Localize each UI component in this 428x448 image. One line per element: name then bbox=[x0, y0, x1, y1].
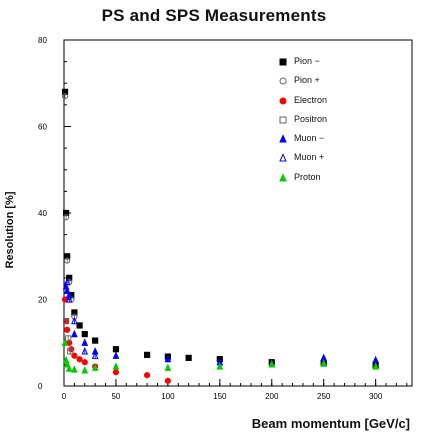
data-point-muon-5 bbox=[81, 347, 89, 355]
data-point-proton-6 bbox=[372, 362, 380, 370]
x-tick-label: 300 bbox=[369, 392, 383, 401]
data-point-pion-1 bbox=[64, 257, 71, 264]
y-tick-label: 20 bbox=[38, 296, 47, 305]
data-point-muon-5 bbox=[91, 351, 99, 359]
data-point-muon-4 bbox=[164, 354, 172, 363]
y-tick-label: 60 bbox=[38, 123, 47, 132]
data-point-proton-6 bbox=[112, 362, 120, 370]
data-point-pion-0 bbox=[112, 346, 120, 353]
legend-marker bbox=[279, 134, 287, 143]
legend-label: Electron bbox=[294, 94, 328, 105]
legend-marker bbox=[279, 77, 287, 85]
data-point-muon-4 bbox=[372, 355, 380, 364]
legend-item: Electron bbox=[268, 91, 327, 110]
data-point-pion-0 bbox=[92, 337, 99, 344]
data-point-positron-3 bbox=[65, 335, 72, 342]
legend-marker-shape bbox=[279, 153, 287, 162]
data-point-muon-5 bbox=[63, 277, 71, 286]
legend-label: Muon + bbox=[294, 152, 325, 163]
legend-marker-shape bbox=[279, 134, 287, 143]
legend-item: Muon + bbox=[268, 148, 327, 167]
data-point-proton-6 bbox=[81, 366, 89, 374]
data-point-muon-4 bbox=[81, 338, 89, 346]
data-point-proton-6 bbox=[164, 363, 172, 371]
data-point-muon-4 bbox=[63, 286, 71, 294]
data-point-muon-4 bbox=[112, 351, 120, 359]
data-point-proton-6 bbox=[65, 364, 73, 372]
x-axis-label: Beam momentum [GeV/c] bbox=[251, 416, 410, 431]
legend-marker bbox=[279, 153, 287, 162]
legend-label: Positron bbox=[294, 113, 328, 124]
y-tick-label: 0 bbox=[38, 382, 43, 391]
legend-label: Proton bbox=[294, 171, 321, 182]
data-point-proton-6 bbox=[63, 360, 71, 368]
legend-item: Pion + bbox=[268, 71, 327, 90]
data-point-proton-6 bbox=[268, 360, 276, 368]
chart-title: PS and SPS Measurements bbox=[101, 6, 327, 25]
data-point-electron-2 bbox=[76, 356, 83, 363]
data-point-proton-6 bbox=[61, 338, 69, 346]
y-axis-label: Resolution [%] bbox=[4, 191, 16, 269]
legend-item: Positron bbox=[268, 110, 327, 129]
data-point-pion-0 bbox=[185, 354, 192, 361]
plot-frame bbox=[63, 39, 413, 387]
data-point-positron-3 bbox=[62, 318, 70, 325]
data-point-muon-5 bbox=[71, 316, 78, 325]
data-point-proton-6 bbox=[320, 359, 328, 367]
data-point-pion-1 bbox=[61, 93, 69, 100]
x-tick-label: 50 bbox=[111, 392, 120, 401]
legend-label: Pion + bbox=[294, 75, 320, 86]
legend: Pion − Pion + Electron Positron Muon − Muon +… bbox=[268, 52, 327, 187]
legend-label: Pion − bbox=[294, 56, 320, 66]
legend-marker bbox=[279, 172, 287, 182]
data-point-proton-6 bbox=[91, 363, 99, 371]
legend-marker-shape bbox=[279, 97, 287, 105]
data-point-pion-1 bbox=[62, 214, 70, 221]
legend-marker bbox=[279, 58, 287, 66]
data-point-pion-0 bbox=[81, 331, 88, 338]
x-tick-label: 150 bbox=[213, 392, 227, 401]
legend-item: Proton bbox=[268, 168, 327, 187]
x-tick-label: 100 bbox=[161, 392, 175, 401]
x-tick-label: 0 bbox=[62, 392, 67, 401]
data-point-electron-2 bbox=[64, 326, 71, 333]
legend-item: Muon − bbox=[268, 129, 327, 148]
legend-marker bbox=[279, 97, 287, 105]
legend-label: Muon − bbox=[294, 133, 325, 144]
y-tick-label: 40 bbox=[38, 209, 47, 218]
data-point-electron-2 bbox=[112, 369, 120, 376]
data-point-proton-6 bbox=[216, 362, 224, 370]
legend-item: Pion − bbox=[268, 52, 327, 71]
data-point-pion-0 bbox=[76, 322, 83, 329]
legend-marker-shape bbox=[279, 77, 287, 85]
y-tick-label: 80 bbox=[38, 36, 47, 45]
x-tick-label: 200 bbox=[265, 392, 279, 401]
data-point-muon-4 bbox=[71, 329, 78, 338]
data-point-proton-6 bbox=[71, 365, 78, 373]
legend-marker-shape bbox=[279, 116, 287, 124]
x-tick-label: 250 bbox=[317, 392, 331, 401]
data-point-muon-5 bbox=[65, 295, 73, 303]
legend-marker bbox=[279, 116, 287, 124]
legend-marker-shape bbox=[279, 58, 287, 66]
data-point-pion-0 bbox=[144, 351, 151, 358]
data-point-electron-2 bbox=[144, 372, 151, 379]
data-point-positron-3 bbox=[67, 348, 74, 355]
data-point-electron-2 bbox=[81, 359, 88, 366]
legend-marker-shape bbox=[279, 172, 287, 182]
data-point-electron-2 bbox=[164, 377, 171, 384]
